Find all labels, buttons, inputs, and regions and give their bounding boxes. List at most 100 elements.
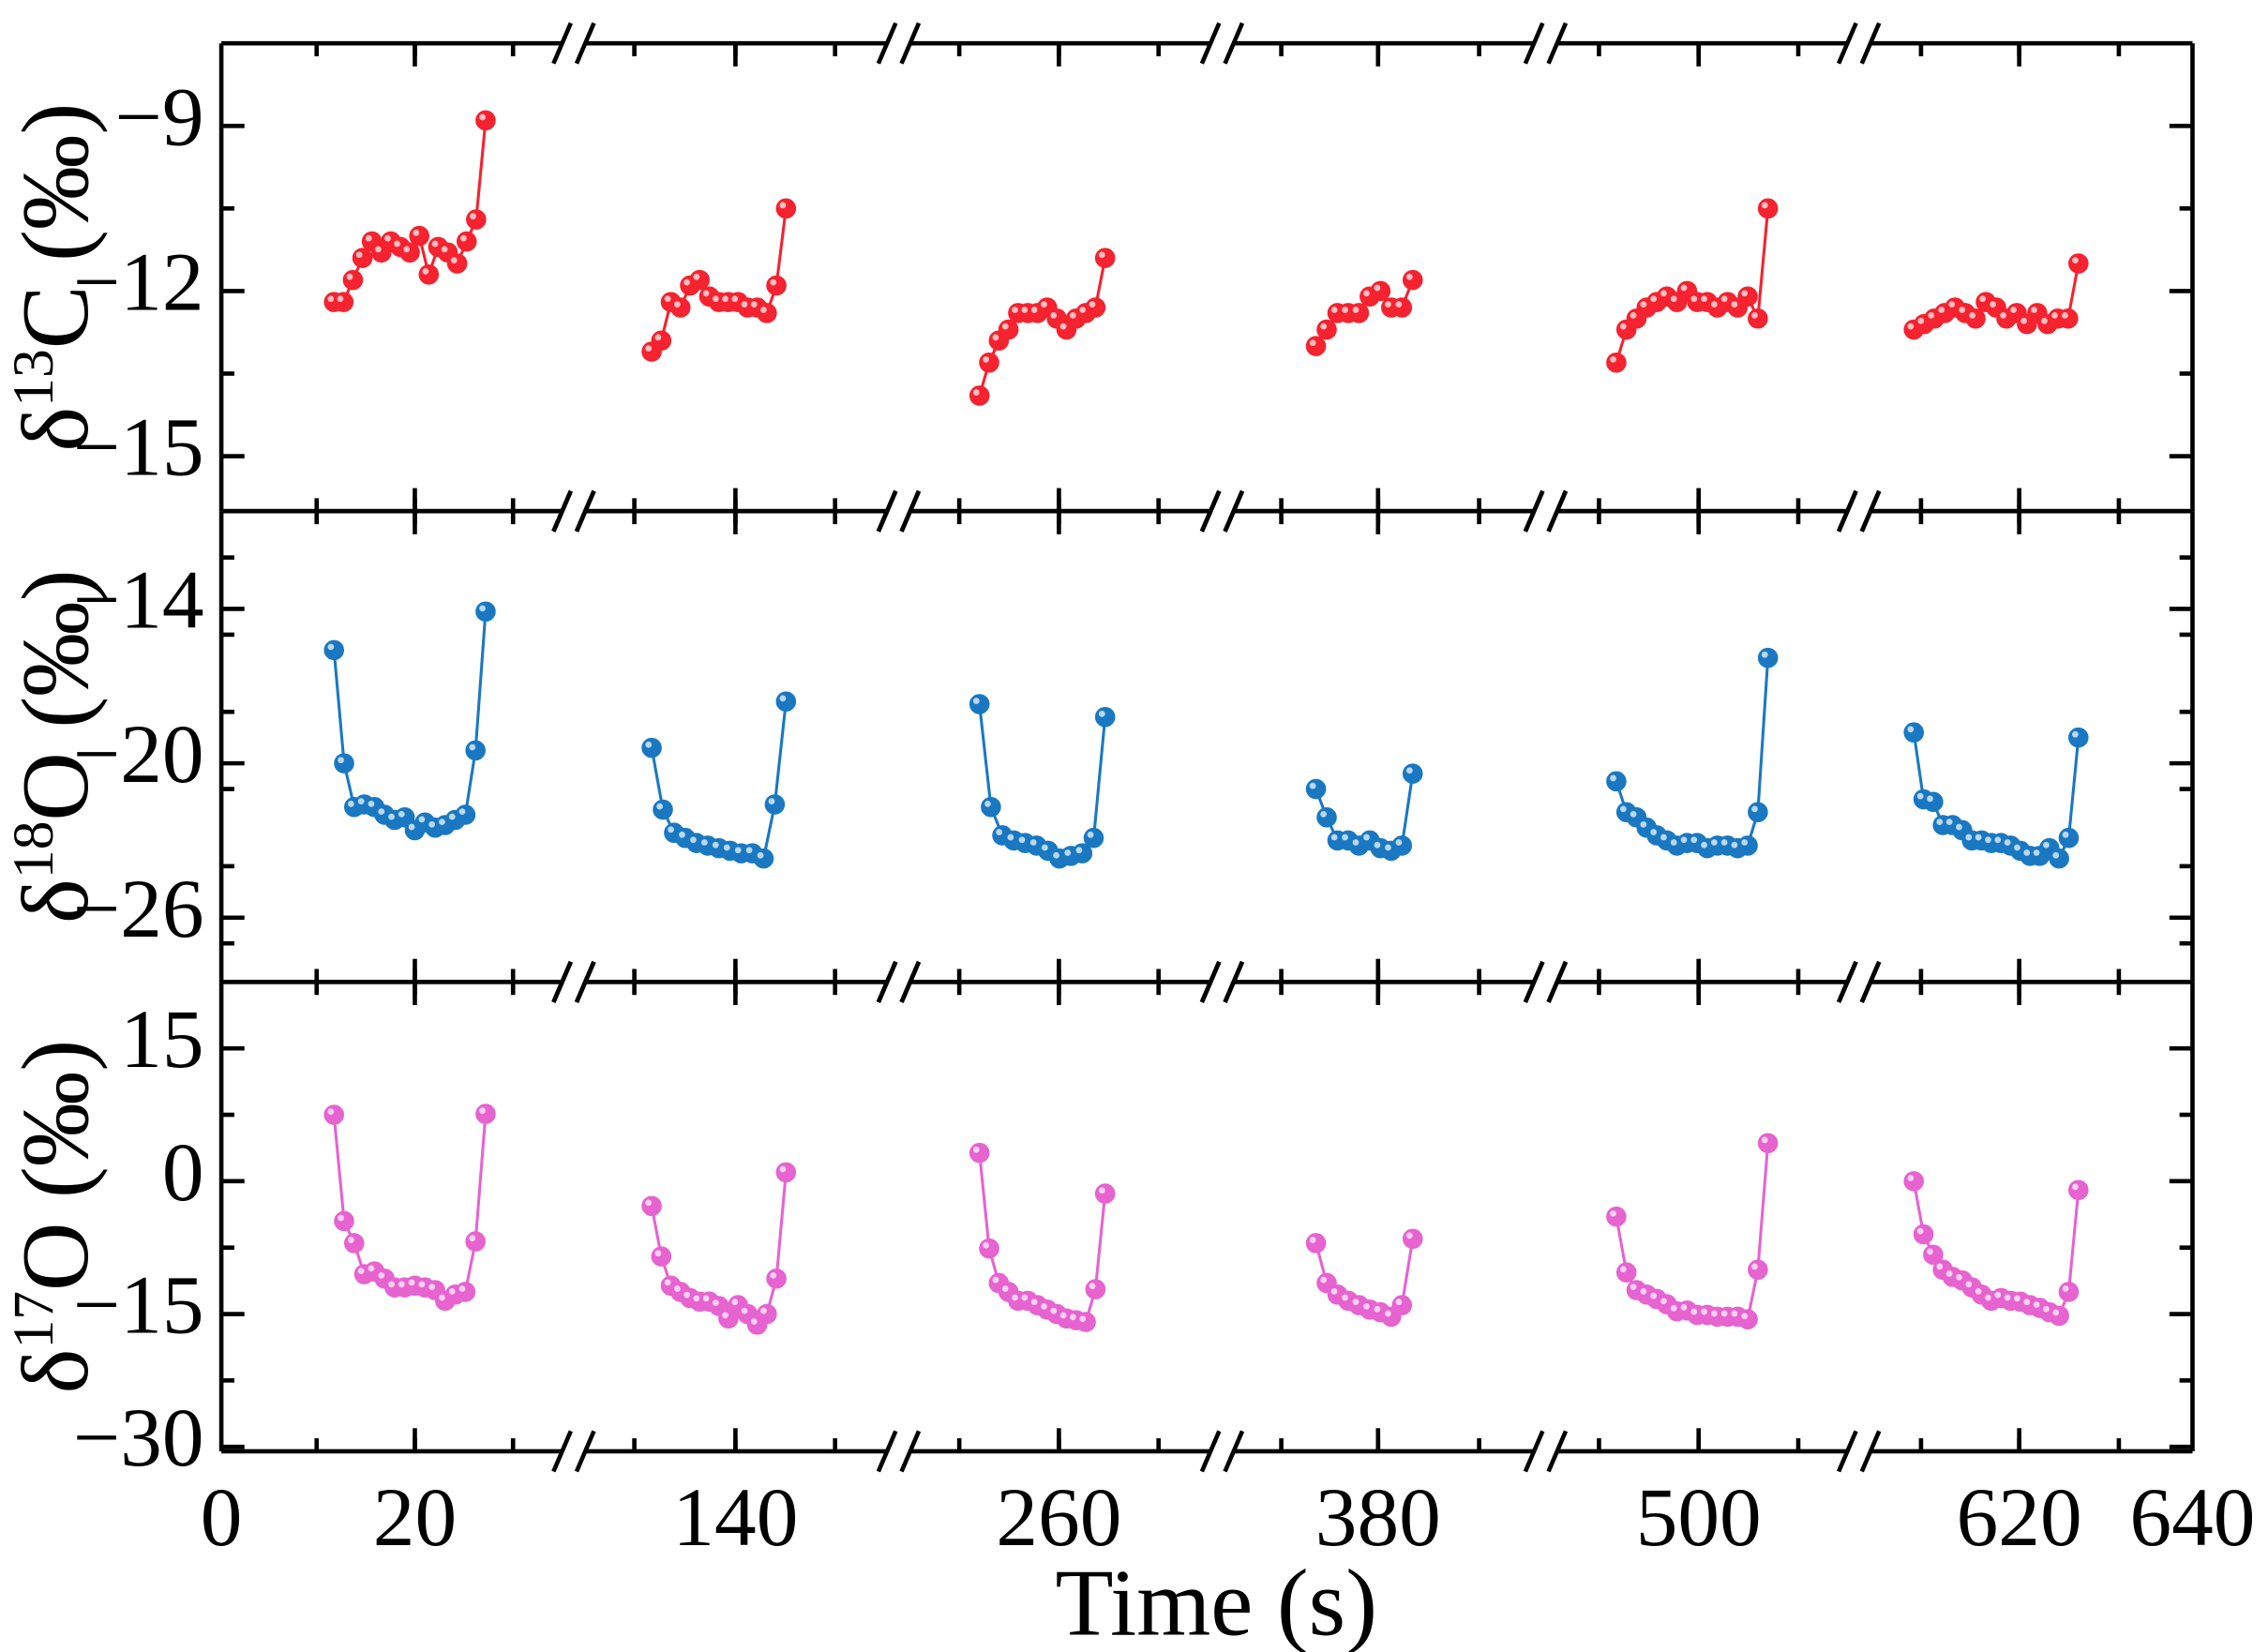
- data-point: [323, 639, 345, 661]
- y-axis-title: δ18O (‰): [2, 569, 108, 924]
- data-point: [1615, 1262, 1637, 1283]
- axis-break-mark: [899, 22, 922, 65]
- axis-break-mark: [1199, 489, 1222, 533]
- data-point-highlight: [1405, 767, 1413, 774]
- x-tick-label: 620: [1957, 1471, 2082, 1564]
- x-tick-label: 0: [201, 1471, 243, 1564]
- data-point-highlight: [346, 273, 353, 280]
- data-point-highlight: [1342, 1294, 1348, 1301]
- axis-break-mark: [1859, 960, 1882, 1003]
- data-point-highlight: [750, 301, 758, 308]
- data-point-highlight: [1670, 839, 1677, 846]
- data-point-highlight: [760, 307, 767, 313]
- axis-break-mark: [899, 1430, 922, 1473]
- data-point-highlight: [337, 295, 344, 303]
- data-point: [475, 1104, 496, 1124]
- data-point: [1316, 806, 1337, 828]
- data-point-highlight: [469, 1235, 476, 1242]
- data-point: [775, 1162, 797, 1183]
- data-point-highlight: [2033, 1301, 2040, 1308]
- data-point-highlight: [1710, 301, 1718, 308]
- data-point-highlight: [1352, 307, 1359, 313]
- data-point: [2049, 1305, 2069, 1327]
- data-point-highlight: [439, 818, 445, 825]
- axis-break-mark: [876, 1430, 898, 1473]
- data-point-highlight: [1342, 834, 1348, 841]
- data-point: [669, 297, 691, 318]
- data-point-highlight: [1927, 795, 1933, 803]
- data-point: [1391, 297, 1413, 318]
- data-point: [641, 1195, 662, 1217]
- axis-break-mark: [1523, 1430, 1545, 1473]
- data-point-highlight: [1320, 810, 1328, 818]
- data-point-highlight: [458, 1285, 466, 1292]
- data-point-highlight: [1907, 726, 1915, 733]
- ylabel-element: C: [2, 285, 108, 349]
- data-point-highlight: [1927, 1248, 1933, 1255]
- data-point-highlight: [1630, 1284, 1637, 1291]
- data-point-highlight: [1690, 836, 1698, 844]
- data-point-highlight: [1363, 1303, 1370, 1310]
- data-point-highlight: [431, 240, 439, 248]
- data-point: [757, 1303, 777, 1325]
- data-point-highlight: [413, 229, 420, 236]
- data-point-highlight: [1731, 1310, 1738, 1317]
- data-point-highlight: [2062, 1285, 2069, 1292]
- axis-break-mark: [574, 489, 596, 533]
- data-point: [455, 804, 476, 825]
- x-tick-label: 380: [1315, 1471, 1441, 1564]
- axis-break-mark: [1223, 1430, 1245, 1473]
- axis-break-mark: [1199, 22, 1222, 65]
- axis-break-mark: [1199, 1430, 1222, 1473]
- data-point-highlight: [1640, 820, 1647, 828]
- data-point-highlight: [1309, 339, 1316, 347]
- data-point-highlight: [1030, 307, 1038, 313]
- data-point: [466, 209, 487, 230]
- data-point: [2058, 308, 2079, 329]
- data-point-highlight: [338, 1214, 345, 1222]
- data-point-highlight: [741, 301, 748, 308]
- data-point: [1757, 647, 1779, 668]
- axis-break-mark: [551, 489, 573, 533]
- data-point-highlight: [2004, 1294, 2011, 1301]
- ylabel-element: O: [2, 1223, 108, 1291]
- data-point-highlight: [368, 800, 375, 807]
- data-point: [998, 319, 1019, 340]
- axis-break-mark: [1836, 1430, 1858, 1473]
- data-point: [1085, 297, 1106, 318]
- data-point: [1903, 1171, 1924, 1192]
- data-point-highlight: [1701, 295, 1707, 303]
- data-point-highlight: [450, 257, 458, 264]
- data-point-highlight: [448, 1287, 456, 1295]
- data-point-highlight: [1309, 1237, 1316, 1243]
- data-point: [1737, 1309, 1758, 1329]
- data-point: [766, 1268, 787, 1289]
- data-point-highlight: [2043, 1305, 2050, 1313]
- data-point-highlight: [1079, 307, 1087, 313]
- data-point: [1737, 835, 1758, 856]
- data-point-highlight: [479, 1107, 486, 1115]
- data-point: [775, 691, 797, 713]
- data-point-highlight: [1720, 1310, 1728, 1317]
- data-point: [409, 225, 429, 247]
- data-point-highlight: [1938, 307, 1945, 313]
- data-point: [641, 737, 662, 758]
- x-axis-title: Time (s): [1055, 1550, 1377, 1652]
- x-tick-label: 140: [672, 1471, 798, 1564]
- data-point-highlight: [1012, 307, 1018, 313]
- data-point: [352, 248, 373, 268]
- data-point-highlight: [679, 831, 685, 838]
- ylabel-mass: 13: [2, 349, 66, 407]
- y-tick-label: 0: [162, 1126, 204, 1219]
- ylabel-mass: 17: [2, 1291, 66, 1349]
- data-point-highlight: [770, 1271, 777, 1279]
- data-point: [344, 1233, 365, 1254]
- axis-break-mark: [1546, 489, 1569, 533]
- data-point: [323, 1104, 345, 1125]
- data-point-highlight: [1374, 1305, 1381, 1313]
- data-point-highlight: [1928, 311, 1935, 319]
- data-point-highlight: [1751, 805, 1758, 813]
- data-point-highlight: [398, 810, 405, 818]
- data-point-highlight: [1650, 829, 1658, 835]
